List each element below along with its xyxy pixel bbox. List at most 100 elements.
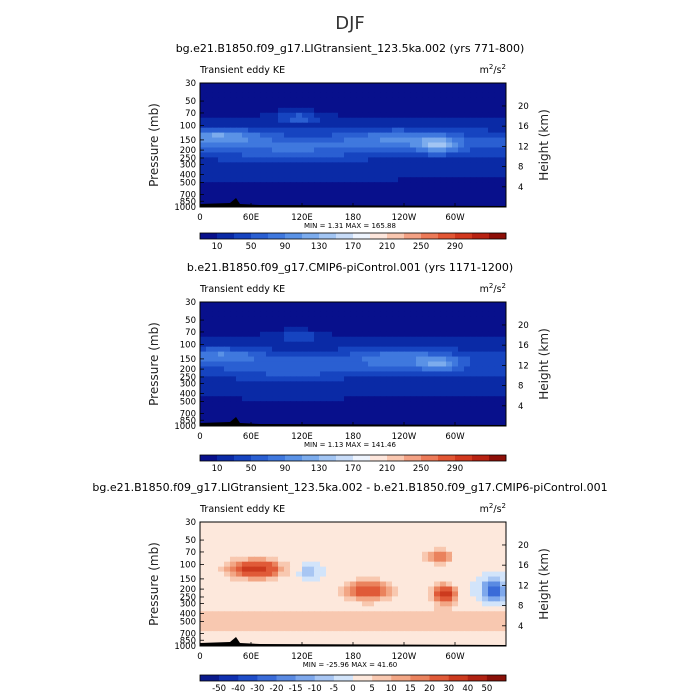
field-cell (242, 576, 249, 583)
colorbar-swatch (472, 455, 490, 461)
field-cell (350, 137, 357, 144)
field-cell (392, 326, 399, 333)
field-cell (278, 551, 285, 558)
field-cell (212, 102, 219, 109)
field-cell (428, 197, 435, 203)
field-cell (302, 636, 309, 642)
field-cell (494, 356, 501, 363)
field-cell (218, 611, 225, 617)
field-cell (452, 172, 459, 178)
field-cell (416, 531, 423, 538)
field-cell (386, 127, 393, 134)
colorbar-swatch (421, 233, 439, 239)
field-cell (392, 571, 399, 578)
field-cell (476, 112, 483, 119)
field-cell (362, 581, 369, 588)
field-cell (428, 112, 435, 119)
field-cell (470, 311, 477, 318)
field-cell (446, 526, 453, 533)
field-cell (404, 591, 411, 597)
field-cell (464, 132, 471, 139)
field-cell (500, 381, 506, 387)
field-cell (446, 326, 453, 333)
field-cell (440, 316, 447, 323)
field-cell (440, 591, 447, 597)
field-cell (218, 306, 225, 313)
field-cell (254, 406, 261, 412)
field-cell (350, 406, 357, 412)
field-cell (326, 356, 333, 363)
field-cell (236, 311, 243, 318)
field-cell (428, 107, 435, 114)
field-cell (356, 522, 363, 528)
field-cell (248, 576, 255, 583)
field-cell (332, 142, 339, 149)
field-cell (254, 541, 261, 548)
field-cell (242, 522, 249, 528)
field-cell (500, 346, 506, 353)
field-cell (356, 571, 363, 578)
field-cell (230, 157, 237, 163)
field-cell (290, 421, 297, 426)
field-cell (392, 551, 399, 558)
field-cell (410, 192, 417, 198)
field-cell (416, 526, 423, 533)
field-cell (398, 641, 405, 646)
field-cell (452, 336, 459, 343)
field-cell (302, 97, 309, 104)
field-cell (302, 326, 309, 333)
field-cell (338, 316, 345, 323)
field-cell (212, 561, 219, 568)
field-cell (248, 536, 255, 543)
field-cell (362, 152, 369, 158)
field-cell (338, 122, 345, 129)
field-cell (464, 351, 471, 358)
field-cell (374, 92, 381, 99)
field-cell (254, 551, 261, 558)
field-cell (356, 606, 363, 612)
field-cell (200, 336, 207, 343)
field-cell (368, 641, 375, 646)
field-cell (470, 546, 477, 553)
field-cell (464, 127, 471, 134)
field-cell (446, 137, 453, 144)
field-cell (344, 361, 351, 368)
field-cell (374, 571, 381, 578)
field-cell (416, 596, 423, 602)
field-cell (458, 551, 465, 558)
field-cell (344, 167, 351, 173)
field-cell (290, 137, 297, 144)
field-cell (302, 531, 309, 538)
colorbar-label: 50 (246, 464, 257, 474)
min-label: MIN = (303, 661, 325, 669)
field-cell (326, 571, 333, 578)
field-cell (230, 381, 237, 387)
field-cell (440, 636, 447, 642)
field-cell (338, 596, 345, 602)
field-cell (356, 576, 363, 583)
field-cell (254, 187, 261, 193)
field-cell (386, 522, 393, 528)
field-cell (494, 182, 501, 188)
field-cell (326, 601, 333, 607)
field-cell (296, 536, 303, 543)
colorbar-swatch (486, 675, 507, 681)
field-cell (482, 346, 489, 353)
field-cell (344, 406, 351, 412)
field-cell (368, 97, 375, 104)
field-cell (440, 311, 447, 318)
field-cell (260, 157, 267, 163)
field-cell (248, 571, 255, 578)
field-cell (278, 162, 285, 168)
field-cell (290, 591, 297, 597)
field-cell (440, 162, 447, 168)
field-cell (416, 396, 423, 402)
field-cell (428, 302, 435, 308)
field-cell (350, 586, 357, 593)
field-cell (278, 92, 285, 99)
y2-tick-label: 16 (518, 122, 529, 132)
field-shading (200, 302, 506, 426)
field-cell (422, 386, 429, 392)
field-cell (350, 117, 357, 124)
field-cell (470, 411, 477, 417)
